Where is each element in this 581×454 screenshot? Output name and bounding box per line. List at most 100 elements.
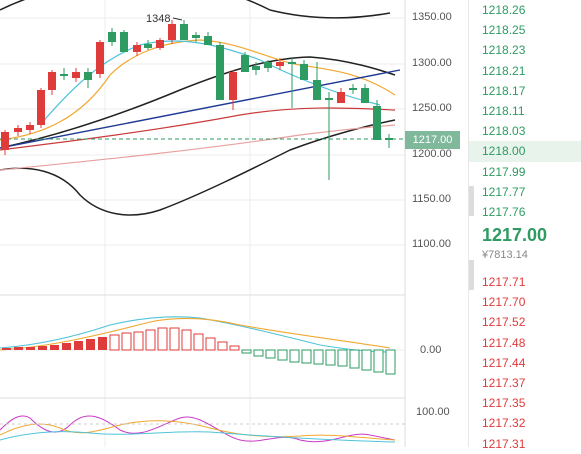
bid-list: 1217.71 1217.70 1217.52 1217.48 1217.44 1217.… [482,272,525,454]
price-chart[interactable]: 1348 [0,0,468,447]
macd-bar [337,349,348,367]
candle-body [96,42,104,74]
candle-body [108,32,116,42]
macd-bar [385,349,396,375]
panel-collapse-handle-top[interactable] [469,186,474,216]
macd-bar [145,329,156,351]
macd-bar [313,349,324,365]
macd-bar [157,327,168,351]
bid-row[interactable]: 1217.35 [482,396,526,411]
bid-row[interactable]: 1217.70 [482,295,526,310]
candle-body [373,106,381,140]
candle-body [361,88,369,103]
bid-row[interactable]: 1217.52 [482,315,526,330]
macd-bar [265,349,276,359]
bollinger-bands [0,0,396,216]
candle-body [337,92,345,103]
candle-body [37,90,45,125]
macd-bar [133,331,144,351]
macd-bar [74,341,83,350]
last-price: 1217.00 [482,225,548,245]
macd-bar [193,333,204,351]
macd-bar [169,327,180,351]
candle-body [313,80,321,100]
order-book-panel: 1218.26 1218.25 1218.23 1218.21 1218.17 1218.… [468,0,581,451]
kdj-top-label: 100.00 [416,406,450,418]
macd-bar [38,346,47,350]
candle-body [288,62,296,64]
candle-body [60,74,68,76]
candle-body [264,62,272,68]
macd-bar [26,347,35,350]
macd-bar [86,339,95,350]
y-tick-1100: 1100.00 [412,238,451,250]
candle-body [192,35,200,38]
macd-zero-label: 0.00 [420,344,442,356]
macd-bar [241,349,252,354]
y-tick-1150: 1150.00 [412,193,451,205]
panel-collapse-handle-bottom[interactable] [469,260,474,290]
bid-row[interactable]: 1217.31 [482,436,526,451]
candle-body [180,24,188,40]
ask-row[interactable]: 1217.76 [482,204,526,219]
ask-row[interactable]: 1217.99 [482,164,526,179]
ask-row[interactable]: 1218.00 [469,141,581,162]
ask-row[interactable]: 1218.11 [482,103,525,118]
bid-row[interactable]: 1217.32 [482,416,526,431]
bid-row[interactable]: 1217.48 [482,335,526,350]
high-marker-text: 1348 [146,13,170,25]
current-price-tag: 1217.00 [405,131,460,149]
candle-body [349,88,357,90]
macd-bar [253,349,264,357]
candle-body [26,125,34,130]
y-tick-1250: 1250.00 [412,102,452,114]
macd-bar [98,337,107,350]
macd-bar [325,349,336,366]
candle-body [1,132,9,150]
candle-body [72,72,80,78]
candle-body [156,40,164,48]
ask-row[interactable]: 1218.21 [482,63,526,78]
candle-body [84,72,92,80]
bid-row[interactable]: 1217.71 [482,275,526,289]
kdj-panel [0,415,405,443]
candle-body [14,128,22,132]
candle-body [229,72,237,100]
bid-row[interactable]: 1217.44 [482,355,526,370]
candle-body [216,45,224,100]
macd-bar [361,349,372,371]
ask-row[interactable]: 1218.26 [482,3,526,17]
macd-panel [0,316,396,375]
macd-bar [301,349,312,364]
ask-row[interactable]: 1218.17 [482,83,526,98]
macd-bar [289,349,300,363]
moving-average-lines [0,39,401,171]
y-tick-1200: 1200.00 [412,148,452,160]
candle-body [204,36,212,45]
y-tick-1300: 1300.00 [412,57,452,69]
y-tick-1350: 1350.00 [412,11,452,23]
macd-bar [109,334,120,351]
candle-body [133,45,141,52]
ask-list: 1218.26 1218.25 1218.23 1218.21 1218.17 1218.… [469,0,581,222]
macd-histogram [2,327,396,375]
high-marker-annotation: 1348 [146,13,183,25]
ask-row[interactable]: 1217.77 [482,184,526,199]
macd-bar [277,349,288,361]
macd-bar [205,337,216,351]
ask-row[interactable]: 1218.25 [482,23,526,38]
candle-body [120,32,128,52]
candle-body [48,72,56,90]
macd-bar [181,329,192,351]
macd-bar [50,345,59,350]
ask-row[interactable]: 1218.03 [482,124,526,139]
macd-bar [2,348,11,350]
candle-body [241,55,249,72]
macd-bar [349,349,360,369]
last-price-cny: ¥7813.14 [482,249,528,261]
ask-row[interactable]: 1218.23 [482,43,526,58]
macd-bar [121,332,132,351]
macd-bar [62,343,71,350]
macd-bar [373,349,384,373]
bid-row[interactable]: 1217.37 [482,375,526,390]
